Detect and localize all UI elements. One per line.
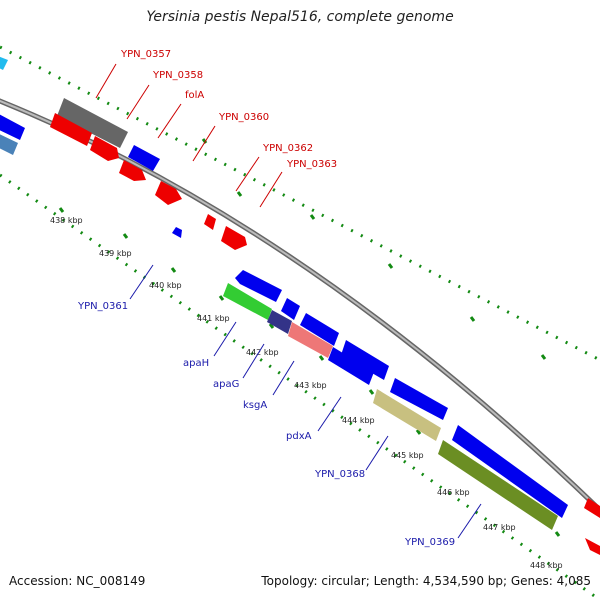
feature-blue-r5 <box>390 378 448 420</box>
feature-red-right-2 <box>585 538 600 555</box>
feature-blue-r4 <box>341 340 389 380</box>
leader-line <box>192 125 216 162</box>
gene-label-forward[interactable]: YPN_0363 <box>286 159 337 170</box>
feature-red-4 <box>155 181 182 205</box>
feature-pink <box>288 322 333 358</box>
gene-label-reverse[interactable]: pdxA <box>286 431 312 442</box>
tick-label: 441 kbp <box>197 314 230 323</box>
tick-label: 446 kbp <box>437 488 470 497</box>
leader-line <box>95 63 117 99</box>
reverse-gene-labels <box>129 264 482 539</box>
feature-green <box>223 283 272 320</box>
leader-line <box>129 264 154 300</box>
feature-blue-left <box>0 114 25 140</box>
gene-label-reverse[interactable]: YPN_0361 <box>77 301 128 312</box>
tick-label: 445 kbp <box>391 451 424 460</box>
feature-blue-upper <box>128 145 160 171</box>
feature-olive <box>438 440 558 530</box>
gene-label-forward[interactable]: YPN_0362 <box>262 143 313 154</box>
gene-label-reverse[interactable]: apaG <box>213 379 239 390</box>
tick-label: 448 kbp <box>530 561 563 570</box>
tick-label: 438 kbp <box>50 216 83 225</box>
gene-label-reverse[interactable]: YPN_0369 <box>404 537 455 548</box>
feature-blue-r2 <box>281 298 300 320</box>
gene-label-reverse[interactable]: apaH <box>183 358 209 369</box>
feature-grey <box>57 98 128 148</box>
feature-red-2 <box>90 136 119 161</box>
feature-blue-r1 <box>235 270 282 302</box>
leader-line <box>242 343 265 379</box>
inner-dotted-track <box>0 173 600 600</box>
gene-label-forward[interactable]: folA <box>185 90 204 101</box>
leader-line <box>365 435 389 471</box>
tick-label-group: 438 kbp 439 kbp 440 kbp 441 kbp 442 kbp … <box>50 216 563 570</box>
page-title: Yersinia pestis Nepal516, complete genom… <box>146 9 454 25</box>
feature-red-right <box>584 498 600 518</box>
topology-text: Topology: circular; Length: 4,534,590 bp… <box>261 574 591 588</box>
leader-line <box>213 321 237 357</box>
gene-label-forward[interactable]: YPN_0358 <box>152 70 203 81</box>
gene-label-forward[interactable]: YPN_0360 <box>218 112 269 123</box>
leader-line <box>157 103 182 139</box>
leader-line <box>457 503 482 539</box>
feature-blue-small <box>172 227 182 238</box>
feature-blue-r6 <box>452 425 568 518</box>
accession-text: Accession: NC_008149 <box>9 574 146 588</box>
tick-label: 440 kbp <box>149 281 182 290</box>
tick-label: 439 kbp <box>99 249 132 258</box>
leader-line <box>235 156 260 192</box>
tick-label: 442 kbp <box>246 348 279 357</box>
feature-blue-r3 <box>300 313 339 346</box>
leader-line <box>317 396 342 432</box>
feature-red-1 <box>50 113 92 146</box>
gene-label-reverse[interactable]: ksgA <box>243 400 267 411</box>
feature-khaki <box>373 389 441 441</box>
gene-label-forward[interactable]: YPN_0357 <box>120 49 171 60</box>
outer-dotted-track <box>0 45 600 362</box>
feature-steel-left <box>0 134 18 155</box>
feature-blue-r7 <box>328 347 374 385</box>
gene-label-reverse[interactable]: YPN_0368 <box>314 469 365 480</box>
feature-navy <box>267 310 292 334</box>
tick-label: 443 kbp <box>294 381 327 390</box>
leader-line <box>272 360 295 396</box>
feature-red-3 <box>119 160 146 181</box>
tick-label: 447 kbp <box>483 523 516 532</box>
feature-red-6 <box>221 226 247 250</box>
forward-gene-labels <box>95 63 283 208</box>
outer-major-ticks <box>201 138 547 360</box>
tick-label: 444 kbp <box>342 416 375 425</box>
leader-line <box>126 84 150 120</box>
major-ticks <box>58 207 561 537</box>
feature-red-5 <box>204 214 216 230</box>
feature-cyan <box>0 56 8 70</box>
leader-line <box>259 171 283 208</box>
